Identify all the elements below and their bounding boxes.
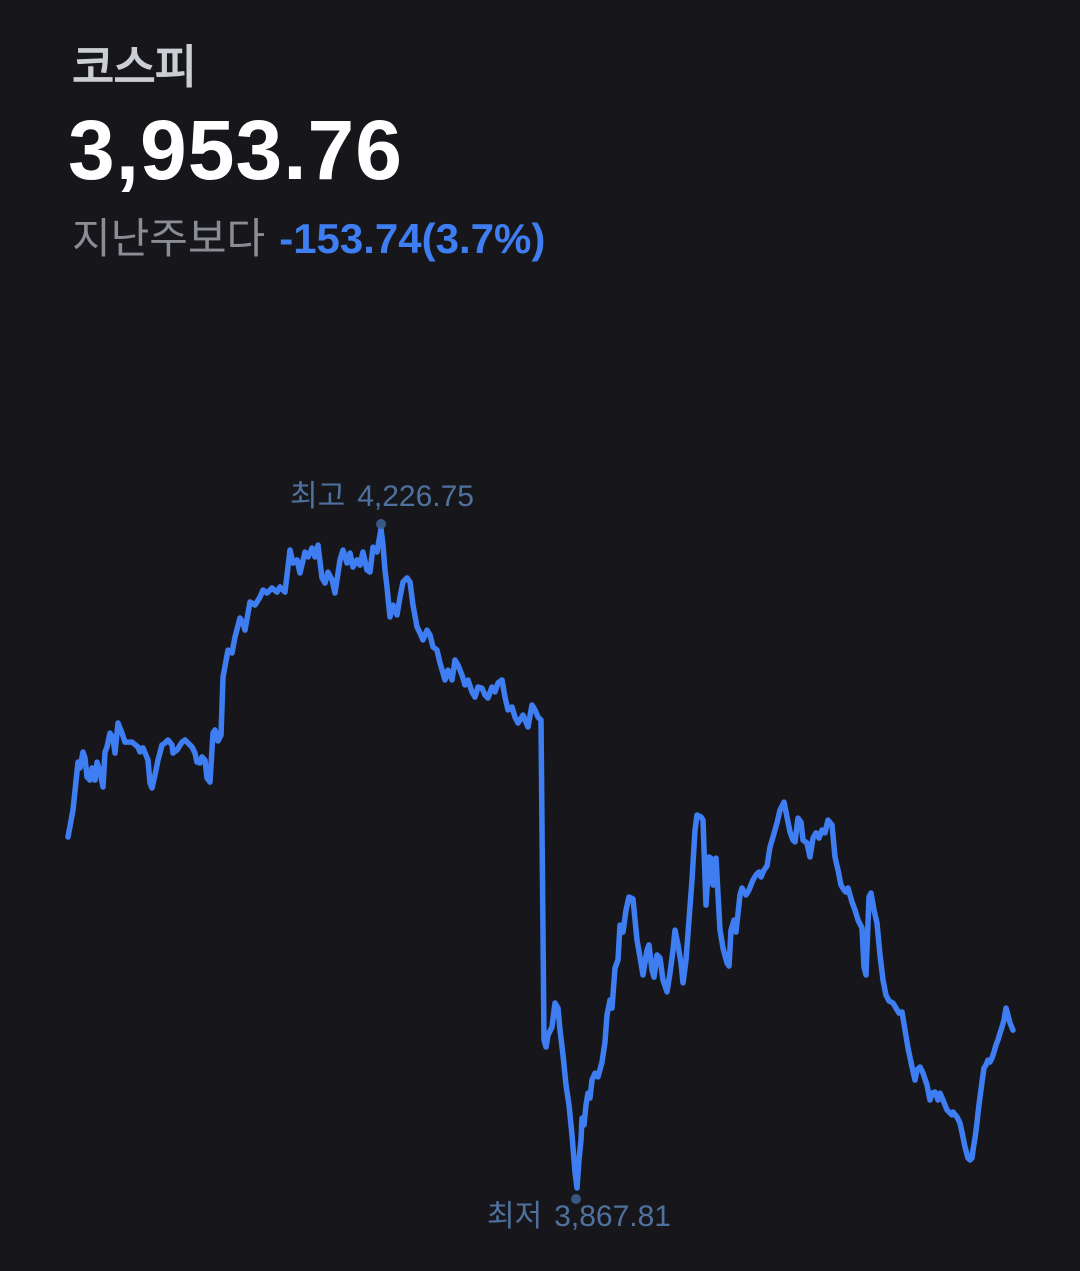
price-line	[65, 526, 1016, 1191]
index-summary-header: 코스피	[72, 41, 197, 93]
high-annotation: 최고 4,226.75	[290, 482, 474, 512]
index-change-row: 지난주보다 -153.74(3.7%)	[72, 218, 545, 260]
high-annotation-label: 최고	[290, 480, 346, 513]
high-marker-dot	[376, 519, 386, 529]
low-annotation-label: 최저	[487, 1200, 543, 1233]
index-name: 코스피	[72, 41, 197, 93]
low-annotation-value: 3,867.81	[554, 1200, 671, 1233]
change-value: -153.74(3.7%)	[279, 215, 546, 262]
low-annotation: 최저 3,867.81	[487, 1202, 671, 1232]
low-marker-dot	[571, 1194, 581, 1204]
change-period-label: 지난주보다	[72, 215, 266, 262]
index-price: 3,953.76	[68, 103, 403, 197]
high-annotation-value: 4,226.75	[357, 480, 474, 513]
